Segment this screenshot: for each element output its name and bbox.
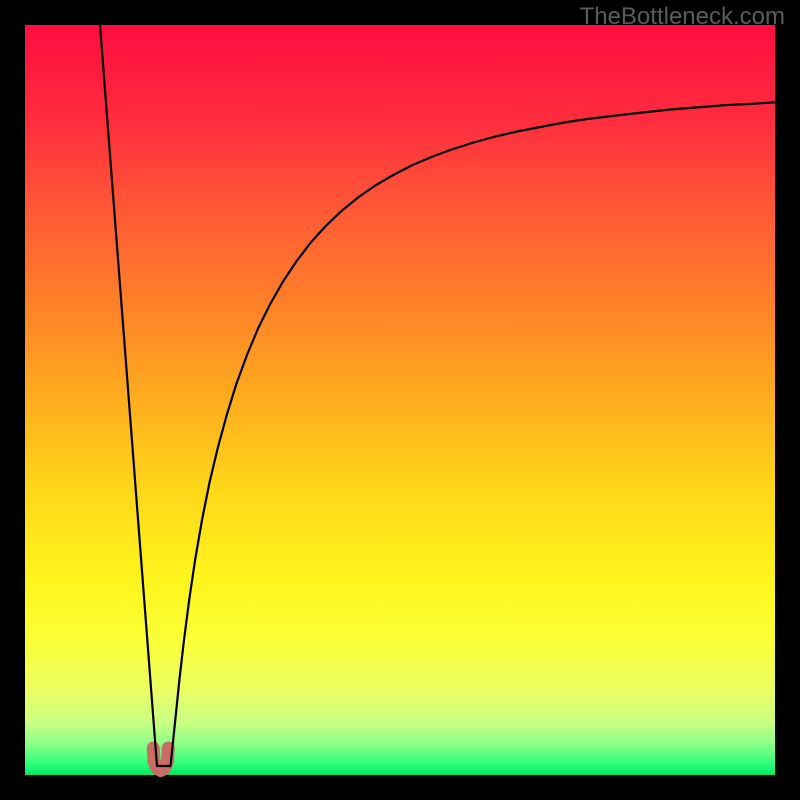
watermark-text: TheBottleneck.com: [580, 3, 785, 30]
bottleneck-chart-svg: TheBottleneck.com: [0, 0, 800, 800]
plot-background: [25, 25, 775, 775]
chart-stage: TheBottleneck.com: [0, 0, 800, 800]
